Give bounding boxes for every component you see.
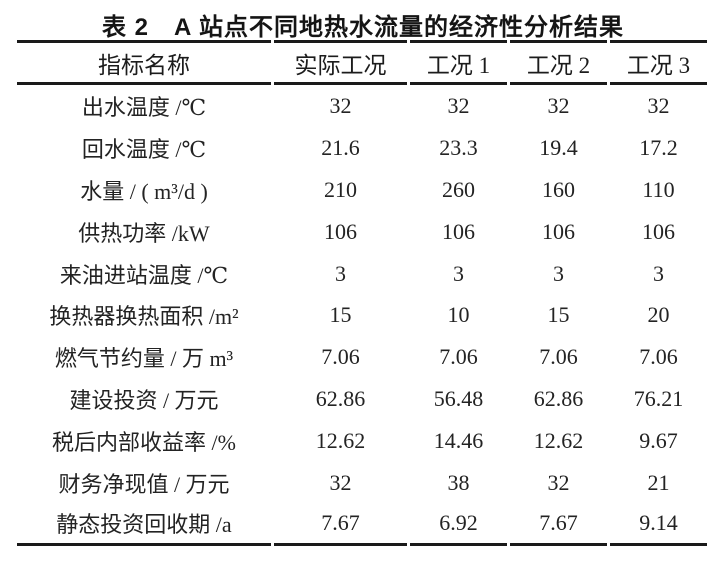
- row-label: 换热器换热面积 /m²: [49, 304, 239, 330]
- table-cell: 32: [329, 92, 352, 118]
- table-cell: 32: [329, 469, 352, 495]
- table-cell: 106: [542, 218, 575, 244]
- table-cell: 12.62: [315, 428, 366, 454]
- column-header-actual: 实际工况: [274, 40, 407, 85]
- column-header-case3: 工况 3: [610, 40, 707, 85]
- row-label: 供热功率 /kW: [78, 220, 210, 246]
- table-cell: 21: [647, 469, 670, 495]
- economics-table: 指标名称 实际工况 工况 1 工况 2 工况 3 出水温度 /℃ 32 32 3…: [17, 40, 707, 546]
- table-cell: 3: [335, 260, 346, 286]
- table-cell: 106: [442, 218, 475, 244]
- table-cell: 106: [642, 218, 675, 244]
- row-label: 建设投资 / 万元: [69, 388, 219, 414]
- table-cell: 17.2: [639, 134, 678, 160]
- row-label: 静态投资回收期 /a: [17, 504, 271, 546]
- table-cell: 106: [324, 218, 357, 244]
- table-cell: 3: [553, 260, 564, 286]
- table-cell: 32: [547, 469, 570, 495]
- table-cell: 32: [447, 92, 470, 118]
- table-cell: 62.86: [533, 386, 584, 412]
- table-cell: 210: [324, 176, 357, 202]
- table-cell: 7.06: [639, 344, 678, 370]
- table-cell: 62.86: [315, 386, 366, 412]
- table-cell: 21.6: [321, 134, 360, 160]
- row-label: 税后内部收益率 /%: [52, 430, 236, 456]
- table-cell: 12.62: [533, 428, 584, 454]
- column-header-case2: 工况 2: [510, 40, 607, 85]
- table-cell: 7.06: [539, 344, 578, 370]
- table-cell: 110: [642, 176, 675, 202]
- row-label: 出水温度 /℃: [81, 94, 207, 120]
- table-cell: 3: [653, 260, 664, 286]
- table-cell: 3: [453, 260, 464, 286]
- table-cell: 7.06: [321, 344, 360, 370]
- table-cell: 9.67: [639, 428, 678, 454]
- table-cell: 160: [542, 176, 575, 202]
- table-cell: 19.4: [539, 134, 578, 160]
- table-cell: 32: [547, 92, 570, 118]
- table-cell: 6.92: [410, 504, 507, 546]
- row-label: 来油进站温度 /℃: [59, 262, 229, 288]
- column-header-case1: 工况 1: [410, 40, 507, 85]
- row-label: 燃气节约量 / 万 m³: [54, 346, 234, 372]
- table-title: 表 2 A 站点不同地热水流量的经济性分析结果: [101, 14, 625, 41]
- column-header-indicator: 指标名称: [17, 40, 271, 85]
- row-label: 水量 / ( m³/d ): [80, 178, 208, 204]
- table-cell: 14.46: [433, 428, 484, 454]
- table-cell: 15: [547, 302, 570, 328]
- table-cell: 38: [447, 469, 470, 495]
- table-cell: 20: [647, 302, 670, 328]
- table-cell: 7.67: [274, 504, 407, 546]
- table-cell: 260: [442, 176, 475, 202]
- table-cell: 9.14: [610, 504, 707, 546]
- table-cell: 23.3: [439, 134, 478, 160]
- table-cell: 7.06: [439, 344, 478, 370]
- table-cell: 7.67: [510, 504, 607, 546]
- row-label: 回水温度 /℃: [81, 136, 207, 162]
- table-cell: 32: [647, 92, 670, 118]
- table-cell: 10: [447, 302, 470, 328]
- row-label: 财务净现值 / 万元: [58, 471, 230, 497]
- table-cell: 15: [329, 302, 352, 328]
- table-cell: 76.21: [633, 386, 684, 412]
- table-cell: 56.48: [433, 386, 484, 412]
